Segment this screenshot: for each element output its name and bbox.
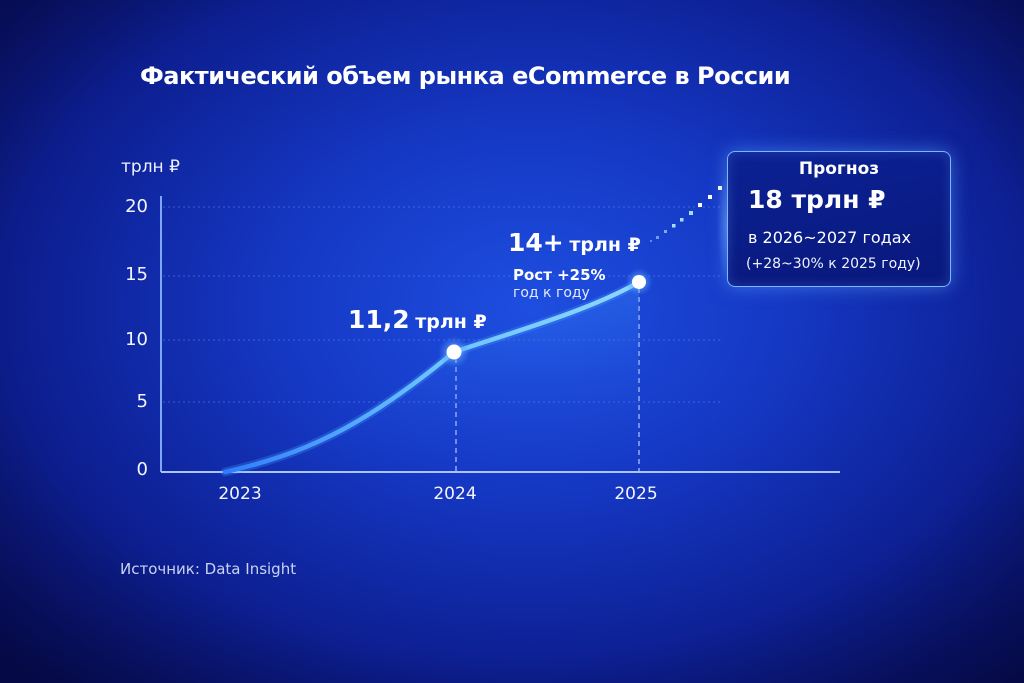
forecast-note: (+28~30% к 2025 году) <box>746 256 921 272</box>
growth-period: год к году <box>513 285 590 301</box>
chart-title: Фактический объем рынка eCommerce в Росс… <box>140 62 791 90</box>
y-tick-20: 20 <box>125 196 148 217</box>
growth-rate: Рост +25% <box>513 266 606 284</box>
x-tick-2024: 2024 <box>433 484 477 504</box>
forecast-dotted-line <box>650 186 722 242</box>
forecast-heading: Прогноз <box>798 159 880 179</box>
source-caption: Источник: Data Insight <box>120 560 297 578</box>
label-2025-unit: трлн ₽ <box>569 234 641 256</box>
label-2024-unit: трлн ₽ <box>415 311 487 333</box>
data-point-2024 <box>446 344 462 360</box>
label-2024-value: 11,2 <box>348 305 410 334</box>
forecast-box: Прогноз 18 трлн ₽ в 2026~2027 годах (+28… <box>727 151 951 287</box>
data-point-2025 <box>632 275 646 289</box>
label-2025-value: 14+ <box>508 228 564 257</box>
y-axis-unit: трлн ₽ <box>121 157 180 177</box>
forecast-value: 18 трлн ₽ <box>748 185 886 214</box>
y-tick-0: 0 <box>136 459 148 480</box>
y-tick-15: 15 <box>125 264 148 285</box>
area-fill <box>225 282 639 472</box>
forecast-period: в 2026~2027 годах <box>748 228 911 247</box>
x-tick-2023: 2023 <box>218 484 262 504</box>
y-tick-10: 10 <box>125 329 148 350</box>
growth-annotation: Рост +25% год к году <box>513 265 606 301</box>
y-tick-5: 5 <box>136 391 148 412</box>
label-2024: 11,2 трлн ₽ <box>348 305 487 334</box>
label-2025: 14+ трлн ₽ <box>508 228 641 257</box>
x-tick-2025: 2025 <box>614 484 658 504</box>
